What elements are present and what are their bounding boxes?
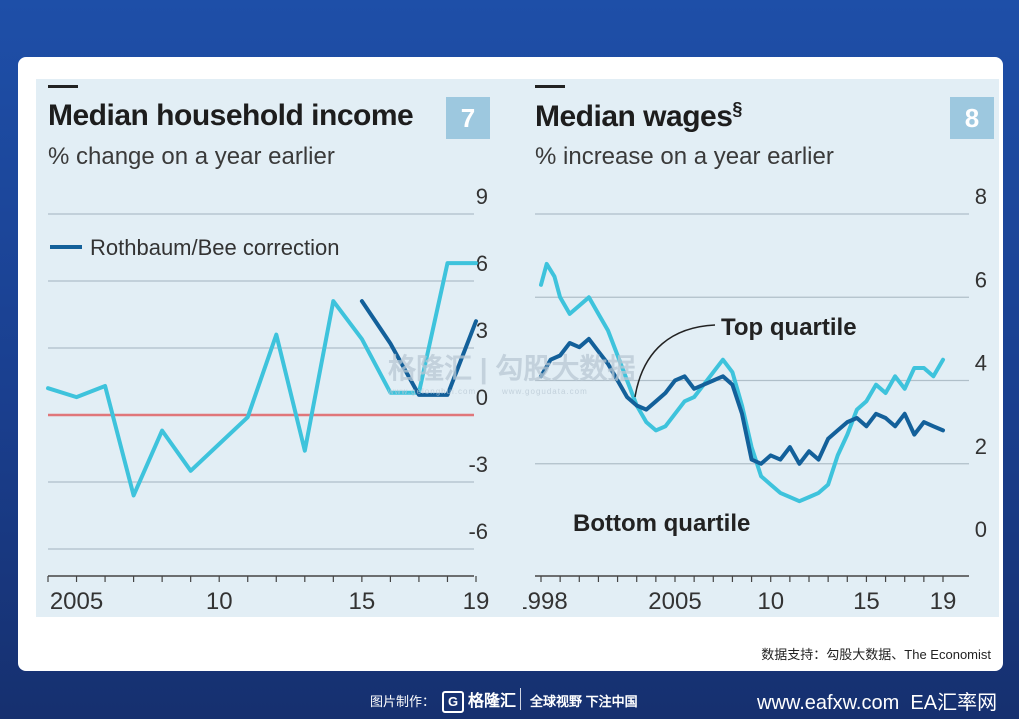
footer-url: www.eafxw.com EA汇率网	[757, 686, 997, 715]
plot-area: 0 2 4 6 8 1998 2005 10 15 19 Top quartile Bottom qu…	[523, 184, 987, 615]
y-tick-label: 3	[476, 318, 488, 343]
annotation-top-quartile: Top quartile	[721, 314, 857, 341]
x-tick-label: 19	[930, 588, 957, 615]
footer-site-name: EA汇率网	[910, 692, 998, 714]
watermark-brand: 格隆汇	[388, 353, 473, 384]
y-tick-label: -3	[468, 452, 488, 477]
y-tick-label: 0	[975, 517, 987, 542]
series-line-1	[46, 261, 478, 498]
economist-figure: Median household income % change on a ye…	[36, 79, 999, 617]
x-tick-label: 2005	[50, 588, 103, 615]
annotation-leader-line	[634, 324, 716, 398]
chart-subtitle: % increase on a year earlier	[535, 143, 834, 170]
footer-divider	[520, 688, 521, 710]
footer-logo: G 格隆汇	[442, 687, 516, 713]
title-rule	[535, 85, 565, 88]
y-tick-label: -6	[468, 519, 488, 544]
annotation-bottom-quartile: Bottom quartile	[573, 510, 750, 537]
watermark-urls: www.gelonghui.com www.gogudata.com	[388, 387, 635, 396]
footer-url-text: www.eafxw.com	[757, 692, 900, 714]
y-tick-label: 2	[975, 434, 987, 459]
series-line-1	[539, 261, 945, 504]
chart-title-text: Median wages	[535, 100, 733, 133]
x-tick-label: 15	[349, 588, 376, 615]
watermark-partner: 勾股大数据	[495, 353, 636, 384]
chart-card: Median household income % change on a ye…	[18, 57, 1003, 671]
plot-area: -6 -3 0 3 6 9 2005 10 15 19 Rothbaum/Bee correctio…	[46, 184, 490, 615]
logo-g-icon: G	[442, 690, 464, 713]
watermark-partner-url: www.gogudata.com	[501, 387, 588, 396]
x-tick-label: 1998	[523, 588, 568, 615]
x-tick-label: 2005	[648, 588, 701, 615]
footer-logo-text: 格隆汇	[468, 693, 517, 710]
panel-household-income: Median household income % change on a ye…	[36, 79, 496, 617]
footer-slogan: 全球视野 下注中国	[530, 694, 638, 709]
chart-title: Median household income	[48, 99, 414, 132]
x-tick-label: 10	[757, 588, 784, 615]
y-tick-label: 6	[476, 251, 488, 276]
watermark: 格隆汇 | 勾股大数据 www.gelonghui.com www.goguda…	[388, 353, 636, 396]
chart-number-badge: 7	[446, 97, 490, 139]
y-tick-label: 9	[476, 184, 488, 209]
chart-title: Median wages§	[535, 99, 742, 134]
y-tick-label: 6	[975, 267, 987, 292]
source-note: 数据支持：勾股大数据、The Economist	[761, 647, 991, 662]
x-tick-label: 19	[463, 588, 490, 615]
y-tick-label: 8	[975, 184, 987, 209]
x-tick-label: 15	[853, 588, 880, 615]
chart-subtitle: % change on a year earlier	[48, 143, 335, 170]
panel-median-wages: Median wages§ % increase on a year earli…	[523, 79, 999, 617]
title-rule	[48, 85, 78, 88]
title-footnote-mark: §	[732, 99, 742, 119]
made-by-label: 图片制作：	[370, 694, 436, 709]
x-tick-label: 10	[206, 588, 233, 615]
legend-label: Rothbaum/Bee correction	[90, 235, 339, 260]
y-tick-label: 4	[975, 351, 987, 376]
chart-number-badge: 8	[950, 97, 994, 139]
y-tick-label: 0	[476, 385, 488, 410]
watermark-brand-url: www.gelonghui.com	[388, 387, 477, 396]
footer-bar: 图片制作： G 格隆汇 全球视野 下注中国 www.eafxw.com EA汇率网	[0, 682, 1019, 719]
